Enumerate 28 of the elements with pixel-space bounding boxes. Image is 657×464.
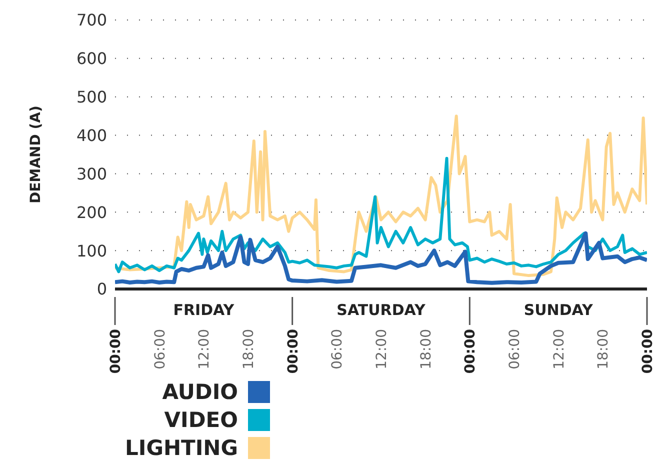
- y-tick-label: 300: [76, 164, 107, 184]
- legend-label: VIDEO: [164, 408, 238, 432]
- y-tick-label: 700: [76, 10, 107, 30]
- x-tick-label: 12:00: [551, 329, 568, 370]
- y-tick-label: 0: [96, 280, 107, 299]
- y-tick-label: 500: [76, 88, 107, 107]
- x-tick-label: 12:00: [196, 329, 213, 370]
- x-tick-label: 06:00: [152, 329, 168, 370]
- x-tick-label: 06:00: [507, 329, 523, 370]
- legend-label: AUDIO: [162, 380, 238, 404]
- x-tick-label: 06:00: [330, 329, 346, 370]
- x-tick-label: 00:00: [108, 328, 124, 374]
- x-tick-label: 00:00: [462, 328, 479, 374]
- x-tick-label: 18:00: [418, 329, 434, 370]
- y-tick-label: 200: [76, 202, 107, 222]
- y-tick-label: 100: [76, 241, 107, 260]
- y-tick-label: 400: [76, 126, 107, 145]
- text: SUNDAY: [524, 301, 594, 319]
- x-tick-label: 18:00: [241, 329, 257, 370]
- y-axis-title: DEMAND (A): [28, 106, 44, 204]
- text: FRIDAY: [173, 301, 236, 319]
- legend-label: LIGHTING: [125, 436, 238, 460]
- x-tick-label: 18:00: [596, 329, 612, 370]
- x-tick-label: 00:00: [640, 328, 656, 374]
- x-tick-label: 12:00: [374, 329, 390, 370]
- x-tick-label: 00:00: [285, 328, 302, 374]
- text: SATURDAY: [336, 301, 426, 319]
- y-tick-label: 600: [76, 49, 107, 68]
